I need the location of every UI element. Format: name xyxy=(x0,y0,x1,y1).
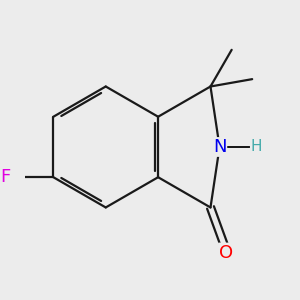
Text: H: H xyxy=(251,140,262,154)
Text: O: O xyxy=(219,244,233,262)
Text: F: F xyxy=(0,168,10,186)
Text: N: N xyxy=(213,138,226,156)
